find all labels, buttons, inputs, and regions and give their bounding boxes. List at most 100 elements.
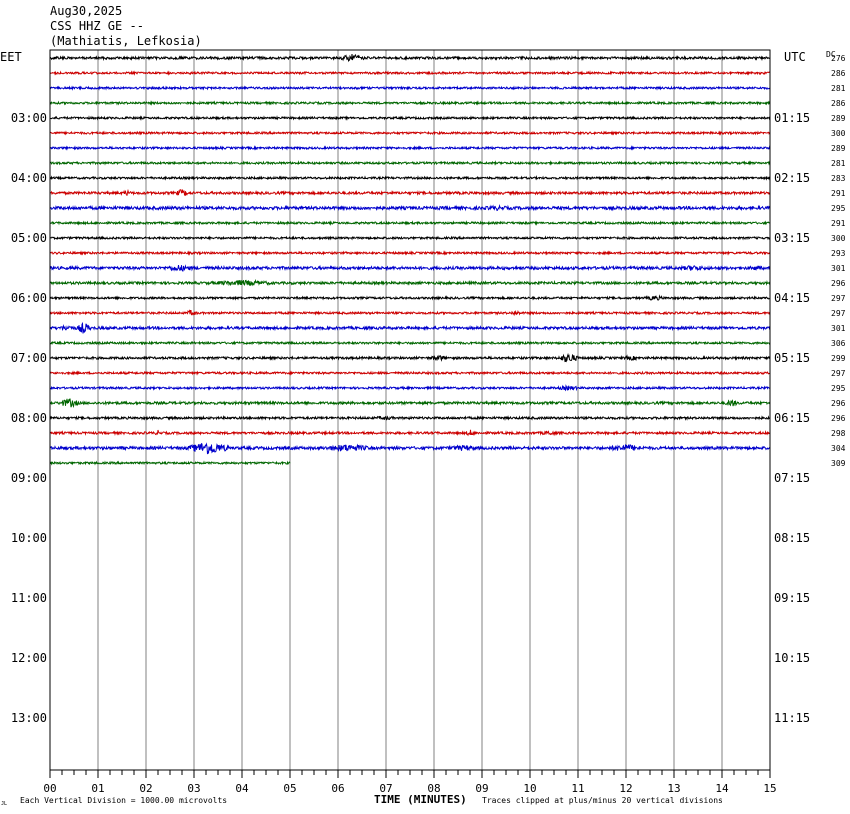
x-tick-label: 05 xyxy=(283,782,296,795)
x-tick-label: 13 xyxy=(667,782,680,795)
right-hour-label: 10:15 xyxy=(774,651,810,665)
header-station: CSS HHZ GE -- xyxy=(50,19,144,33)
trace-line xyxy=(49,442,771,455)
trace-dc-value: 297 xyxy=(831,309,846,318)
left-timezone-label: EET xyxy=(0,50,22,64)
clip-note: Traces clipped at plus/minus 20 vertical… xyxy=(482,796,723,805)
trace-line xyxy=(49,53,771,63)
right-hour-label: 03:15 xyxy=(774,231,810,245)
trace-line xyxy=(49,188,771,197)
x-tick-label: 04 xyxy=(235,782,249,795)
trace-dc-value: 297 xyxy=(831,369,846,378)
x-tick-label: 10 xyxy=(523,782,536,795)
trace-dc-value: 276 xyxy=(831,54,846,63)
trace-dc-value: 295 xyxy=(831,204,846,213)
dc-label: DC xyxy=(826,50,836,59)
trace-dc-value: 295 xyxy=(831,384,846,393)
left-hour-label: 09:00 xyxy=(11,471,47,485)
left-hour-label: 06:00 xyxy=(11,291,47,305)
right-hour-label: 02:15 xyxy=(774,171,810,185)
right-hour-label: 06:15 xyxy=(774,411,810,425)
trace-dc-value: 296 xyxy=(831,414,846,423)
trace-line xyxy=(49,294,771,301)
x-tick-label: 07 xyxy=(379,782,392,795)
trace-line xyxy=(49,309,771,317)
x-tick-label: 01 xyxy=(91,782,104,795)
right-hour-label: 09:15 xyxy=(774,591,810,605)
trace-line xyxy=(49,130,771,136)
trace-line xyxy=(49,220,771,226)
left-hour-label: 07:00 xyxy=(11,351,47,365)
corner-mark: JL xyxy=(1,801,7,807)
trace-line xyxy=(49,85,771,91)
left-hour-label: 03:00 xyxy=(11,111,47,125)
trace-line xyxy=(49,235,771,241)
x-tick-label: 09 xyxy=(475,782,488,795)
x-tick-label: 08 xyxy=(427,782,440,795)
trace-dc-value: 301 xyxy=(831,324,846,333)
right-timezone-label: UTC xyxy=(784,50,806,64)
trace-line xyxy=(49,398,771,408)
trace-dc-value: 300 xyxy=(831,129,846,138)
trace-dc-value: 291 xyxy=(831,219,846,228)
x-tick-label: 00 xyxy=(43,782,56,795)
right-hour-label: 08:15 xyxy=(774,531,810,545)
trace-line xyxy=(49,370,771,376)
right-hour-label: 07:15 xyxy=(774,471,810,485)
plot-frame xyxy=(49,49,771,771)
trace-line xyxy=(49,264,771,272)
right-hour-label: 11:15 xyxy=(774,711,810,725)
vertical-division-note: Each Vertical Division = 1000.00 microvo… xyxy=(20,796,227,805)
right-hour-label: 01:15 xyxy=(774,111,810,125)
trace-dc-value: 306 xyxy=(831,339,846,348)
left-hour-label: 04:00 xyxy=(11,171,47,185)
trace-dc-value: 297 xyxy=(831,294,846,303)
trace-line xyxy=(49,321,771,334)
trace-dc-value: 291 xyxy=(831,189,846,198)
trace-line xyxy=(49,100,771,106)
trace-line xyxy=(49,175,771,181)
trace-dc-value: 281 xyxy=(831,84,846,93)
trace-line xyxy=(49,70,771,76)
grid xyxy=(49,50,771,778)
trace-dc-value: 298 xyxy=(831,429,846,438)
left-hour-label: 10:00 xyxy=(11,531,47,545)
labels: 00 01 02 03 04 05 06 07 08 09 10 11 12 13 14 15 03:00 01:… xyxy=(11,54,846,795)
x-tick-label: 12 xyxy=(619,782,632,795)
trace-dc-value: 299 xyxy=(831,354,846,363)
x-tick-label: 03 xyxy=(187,782,200,795)
trace-dc-value: 309 xyxy=(831,459,846,468)
trace-dc-value: 296 xyxy=(831,279,846,288)
trace-dc-value: 293 xyxy=(831,249,846,258)
trace-dc-value: 286 xyxy=(831,69,846,78)
header-location: (Mathiatis, Lefkosia) xyxy=(50,34,202,48)
trace-dc-value: 289 xyxy=(831,144,846,153)
trace-line xyxy=(49,203,771,212)
trace-dc-value: 301 xyxy=(831,264,846,273)
trace-dc-value: 281 xyxy=(831,159,846,168)
trace-dc-value: 300 xyxy=(831,234,846,243)
left-hour-label: 12:00 xyxy=(11,651,47,665)
left-hour-label: 11:00 xyxy=(11,591,47,605)
right-hour-label: 05:15 xyxy=(774,351,810,365)
trace-line xyxy=(49,278,771,287)
trace-line xyxy=(49,415,771,421)
trace-line xyxy=(49,460,291,466)
trace-dc-value: 304 xyxy=(831,444,846,453)
header-date: Aug30,2025 xyxy=(50,4,123,18)
trace-line xyxy=(49,145,771,151)
trace-dc-value: 289 xyxy=(831,114,846,123)
x-tick-label: 14 xyxy=(715,782,729,795)
trace-line xyxy=(49,250,771,256)
traces xyxy=(49,53,771,466)
left-hour-label: 13:00 xyxy=(11,711,47,725)
trace-dc-value: 296 xyxy=(831,399,846,408)
trace-line xyxy=(49,429,771,437)
trace-dc-value: 283 xyxy=(831,174,846,183)
trace-dc-value: 286 xyxy=(831,99,846,108)
trace-line xyxy=(49,384,770,392)
x-tick-label: 15 xyxy=(763,782,776,795)
right-hour-label: 04:15 xyxy=(774,291,810,305)
x-tick-label: 02 xyxy=(139,782,152,795)
